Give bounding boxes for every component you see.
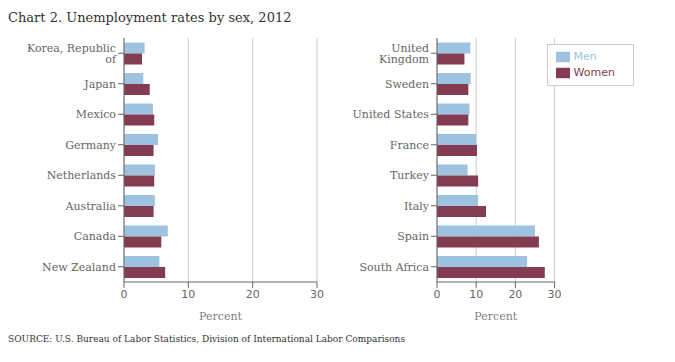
html-text:Men: Men <box>573 50 597 63</box>
svg-text:South Africa: South Africa <box>359 261 429 274</box>
svg-text:New Zealand: New Zealand <box>42 261 116 274</box>
svg-text:France: France <box>390 139 429 152</box>
svg-text:Japan: Japan <box>83 78 116 91</box>
svg-text:30: 30 <box>548 288 562 301</box>
svg-text:Spain: Spain <box>397 230 429 243</box>
svg-text:Australia: Australia <box>64 200 116 213</box>
svg-text:Netherlands: Netherlands <box>47 169 117 182</box>
html-text:Women: Women <box>573 66 615 79</box>
svg-text:Mexico: Mexico <box>76 108 117 121</box>
svg-text:10: 10 <box>469 288 483 301</box>
svg-text:United States: United States <box>353 108 430 121</box>
svg-text:0: 0 <box>121 288 128 301</box>
svg-text:0: 0 <box>434 288 441 301</box>
svg-text:Percent: Percent <box>199 310 242 323</box>
svg-text:20: 20 <box>246 288 260 301</box>
svg-text:Italy: Italy <box>404 200 430 213</box>
svg-text:10: 10 <box>181 288 195 301</box>
svg-text:Germany: Germany <box>65 139 117 152</box>
svg-text:Canada: Canada <box>74 230 117 243</box>
svg-text:Turkey: Turkey <box>390 169 430 182</box>
svg-text:20: 20 <box>508 288 522 301</box>
svg-text:Percent: Percent <box>474 310 517 323</box>
svg-text:30: 30 <box>310 288 324 301</box>
svg-text:Korea, Republicof: Korea, Republicof <box>27 42 117 66</box>
svg-text:UnitedKingdom: UnitedKingdom <box>379 42 430 66</box>
html-text:Chart 2. Unemployment rates by: Chart 2. Unemployment rates by sex, 2012 <box>8 10 292 25</box>
html-text:SOURCE: U.S. Bureau of Labor S: SOURCE: U.S. Bureau of Labor Statistics,… <box>8 334 405 344</box>
svg-text:Sweden: Sweden <box>385 78 429 91</box>
